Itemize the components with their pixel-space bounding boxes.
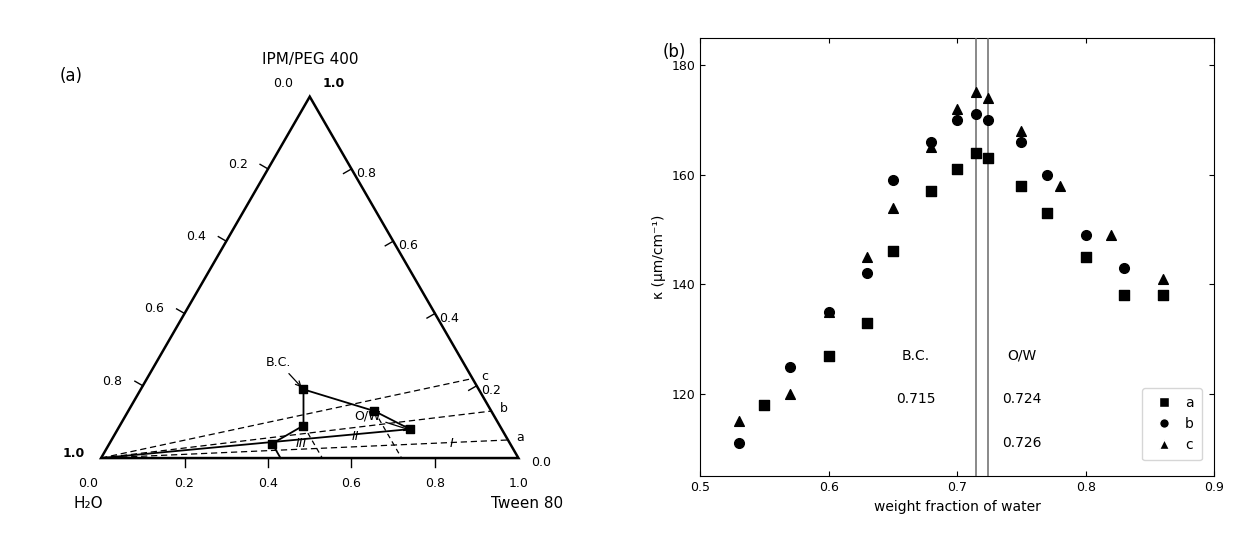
Y-axis label: κ (μm/cm⁻¹): κ (μm/cm⁻¹): [652, 215, 665, 299]
Text: 0.726: 0.726: [1001, 436, 1041, 450]
Point: [1075, 231, 1095, 239]
Point: [755, 401, 774, 409]
Text: III: III: [296, 437, 307, 450]
Text: IPM/PEG 400: IPM/PEG 400: [261, 52, 358, 67]
Text: 0.0: 0.0: [78, 477, 99, 490]
Point: [819, 307, 839, 316]
Point: [1037, 209, 1057, 217]
Text: B.C.: B.C.: [902, 349, 930, 363]
Point: [966, 110, 986, 119]
Point: [857, 269, 877, 278]
Point: [1011, 181, 1031, 190]
Point: [966, 88, 986, 97]
Point: [729, 439, 748, 448]
Point: [1051, 181, 1070, 190]
Point: [978, 116, 997, 124]
Point: [263, 440, 282, 448]
Point: [978, 94, 997, 102]
Point: [781, 362, 800, 371]
Point: [364, 407, 384, 415]
Point: [1011, 138, 1031, 146]
Point: [294, 385, 313, 394]
Point: [1114, 291, 1134, 300]
Text: (b): (b): [663, 43, 686, 61]
Point: [922, 138, 942, 146]
Point: [400, 425, 420, 434]
Point: [1152, 291, 1172, 300]
Text: (a): (a): [59, 67, 82, 86]
Text: 0.2: 0.2: [228, 158, 248, 171]
Text: 0.4: 0.4: [186, 230, 206, 243]
Point: [819, 307, 839, 316]
Text: 0.4: 0.4: [440, 312, 460, 324]
Point: [857, 318, 877, 327]
Text: O/W: O/W: [354, 410, 409, 430]
Text: 0.724: 0.724: [1001, 392, 1041, 406]
Text: 0.8: 0.8: [425, 477, 445, 490]
Text: II: II: [352, 430, 359, 443]
Point: [947, 165, 966, 173]
Point: [922, 143, 942, 152]
Point: [947, 116, 966, 124]
Point: [883, 247, 903, 256]
X-axis label: weight fraction of water: weight fraction of water: [873, 500, 1041, 514]
Text: b: b: [499, 402, 508, 415]
Point: [1101, 231, 1121, 239]
Text: a: a: [517, 431, 524, 444]
Point: [294, 421, 313, 430]
Point: [729, 417, 748, 426]
Text: 0.0: 0.0: [532, 456, 551, 469]
Text: 0.2: 0.2: [481, 384, 501, 397]
Text: O/W: O/W: [1007, 349, 1036, 363]
Text: 0.8: 0.8: [103, 374, 123, 388]
Text: 1.0: 1.0: [322, 77, 344, 90]
Point: [883, 203, 903, 212]
Text: B.C.: B.C.: [265, 356, 301, 386]
Point: [947, 104, 966, 113]
Point: [978, 154, 997, 162]
Point: [1075, 252, 1095, 261]
Text: 0.8: 0.8: [356, 167, 377, 180]
Legend: a, b, c: a, b, c: [1142, 388, 1202, 461]
Point: [1114, 264, 1134, 272]
Point: [1011, 126, 1031, 135]
Text: I: I: [450, 437, 453, 450]
Text: 0.0: 0.0: [273, 77, 294, 90]
Point: [883, 176, 903, 185]
Text: H₂O: H₂O: [74, 495, 103, 511]
Point: [1152, 274, 1172, 283]
Text: 1.0: 1.0: [508, 477, 528, 490]
Text: 0.715: 0.715: [896, 392, 935, 406]
Text: Tween 80: Tween 80: [491, 495, 563, 511]
Text: 0.6: 0.6: [144, 302, 164, 315]
Point: [819, 351, 839, 360]
Text: 0.6: 0.6: [342, 477, 362, 490]
Point: [966, 148, 986, 157]
Text: 0.2: 0.2: [175, 477, 195, 490]
Text: c: c: [481, 370, 488, 383]
Text: 0.4: 0.4: [258, 477, 278, 490]
Point: [922, 187, 942, 195]
Point: [857, 252, 877, 261]
Text: 0.6: 0.6: [398, 239, 418, 252]
Point: [781, 390, 800, 398]
Point: [1037, 171, 1057, 179]
Text: 1.0: 1.0: [62, 448, 84, 461]
